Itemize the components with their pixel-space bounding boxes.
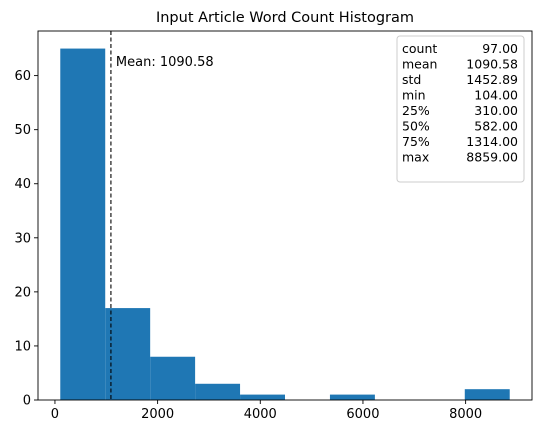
histogram-bar-4	[240, 394, 285, 400]
stats-value-7: 8859.00	[466, 150, 518, 165]
y-tick-label: 60	[14, 69, 31, 84]
chart-title: Input Article Word Count Histogram	[156, 10, 414, 26]
plot-frame	[37, 30, 533, 401]
histogram-bar-2	[150, 356, 196, 400]
stats-value-0: 97.00	[482, 41, 518, 56]
mean-layer: Mean: 1090.58	[110, 31, 214, 400]
x-tick-label: 6000	[346, 407, 379, 422]
bars-layer	[60, 48, 510, 400]
y-tick-label: 30	[14, 231, 31, 246]
stats-key-3: min	[402, 88, 426, 103]
y-tick-label: 0	[23, 394, 31, 409]
mean-label: Mean: 1090.58	[116, 55, 214, 70]
stats-key-7: max	[402, 150, 429, 165]
stats-value-2: 1452.89	[466, 72, 518, 87]
stats-value-6: 1314.00	[466, 134, 518, 149]
x-tick-label: 2000	[141, 407, 174, 422]
y-tick-label: 10	[14, 339, 31, 354]
histogram-bar-3	[195, 383, 241, 400]
stats-key-5: 50%	[402, 119, 430, 134]
y-tick-label: 40	[14, 177, 31, 192]
stats-key-0: count	[402, 41, 437, 56]
stats-value-1: 1090.58	[466, 57, 518, 72]
stats-value-3: 104.00	[474, 88, 518, 103]
x-tick-label: 4000	[244, 407, 277, 422]
histogram-bar-0	[60, 48, 106, 400]
stats-key-1: mean	[402, 57, 437, 72]
x-tick-label: 0	[51, 407, 59, 422]
stats-key-2: std	[402, 72, 421, 87]
x-tick-label: 8000	[449, 407, 482, 422]
y-axis: 0 10 20 30 40 50 60	[14, 69, 38, 409]
stats-value-4: 310.00	[474, 103, 518, 118]
stats-value-5: 582.00	[474, 119, 518, 134]
y-tick-label: 20	[14, 285, 31, 300]
stats-box-frame	[396, 35, 525, 183]
histogram-bar-1	[105, 308, 151, 400]
histogram-bar-9	[464, 389, 510, 400]
x-axis: 0 2000 4000 6000 8000	[51, 400, 482, 422]
histogram-bar-6	[329, 394, 375, 400]
y-tick-label: 50	[14, 123, 31, 138]
stats-key-4: 25%	[402, 103, 430, 118]
stats-key-6: 75%	[402, 134, 430, 149]
stats-box: count 97.00 mean 1090.58 std 1452.89 min 104.00…	[396, 35, 525, 183]
